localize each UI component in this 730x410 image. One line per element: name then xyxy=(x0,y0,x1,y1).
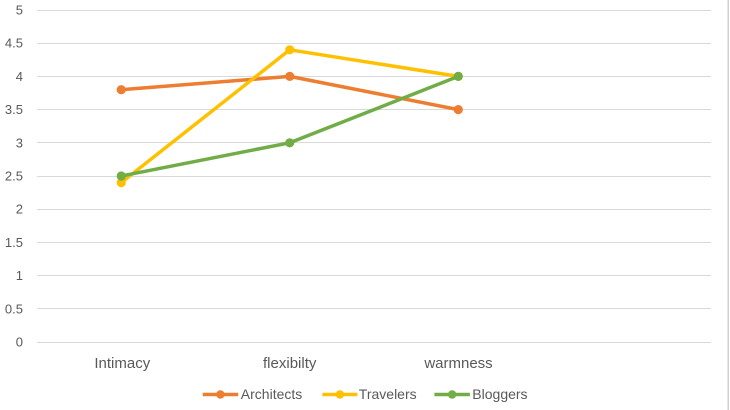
svg-text:3: 3 xyxy=(16,135,23,150)
svg-text:flexibilty: flexibilty xyxy=(263,355,317,372)
svg-text:Travelers: Travelers xyxy=(359,386,417,402)
svg-text:1: 1 xyxy=(16,268,23,283)
svg-text:5: 5 xyxy=(16,3,23,18)
svg-text:4: 4 xyxy=(16,69,23,84)
svg-text:warmness: warmness xyxy=(423,355,492,372)
svg-text:3.5: 3.5 xyxy=(5,102,23,117)
svg-text:2.5: 2.5 xyxy=(5,169,23,184)
svg-text:4.5: 4.5 xyxy=(5,36,23,51)
svg-text:0: 0 xyxy=(16,335,23,350)
svg-text:Bloggers: Bloggers xyxy=(472,386,527,402)
svg-text:Architects: Architects xyxy=(241,386,302,402)
svg-text:1.5: 1.5 xyxy=(5,235,23,250)
svg-text:Intimacy: Intimacy xyxy=(94,355,150,372)
svg-text:0.5: 0.5 xyxy=(5,301,23,316)
svg-text:2: 2 xyxy=(16,202,23,217)
